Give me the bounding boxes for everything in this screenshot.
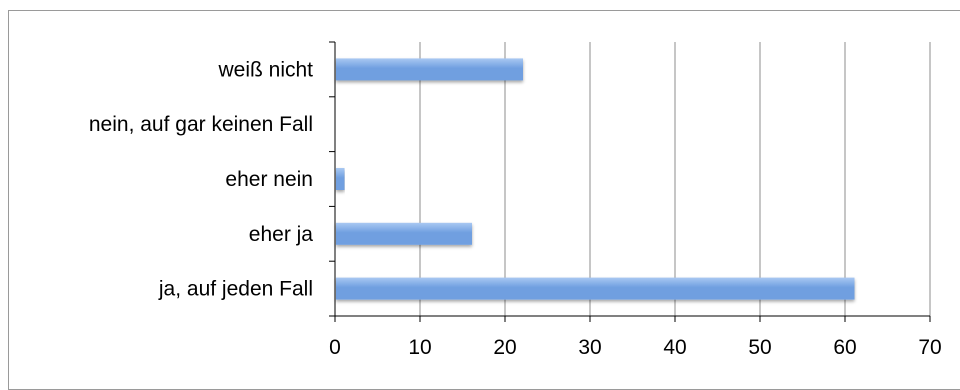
y-category-label: eher nein <box>225 168 313 191</box>
x-tick-label: 40 <box>663 336 686 359</box>
x-tick-label: 20 <box>493 336 516 359</box>
bars <box>336 58 855 300</box>
x-tick-label: 70 <box>918 336 941 359</box>
labels: 0 10 20 30 40 50 60 70 weiß nicht nein, auf gar k… <box>89 58 942 359</box>
bar-2 <box>336 168 345 190</box>
y-category-label: weiß nicht <box>217 58 313 81</box>
x-tick-label: 30 <box>578 336 601 359</box>
axes <box>329 41 931 322</box>
grid-lines <box>419 42 931 316</box>
x-tick-label: 0 <box>329 336 341 359</box>
y-category-label: nein, auf gar keinen Fall <box>89 113 313 136</box>
bar-chart: 0 10 20 30 40 50 60 70 weiß nicht nein, auf gar k… <box>89 41 942 359</box>
bar-0 <box>336 58 523 81</box>
bar-4 <box>336 277 855 300</box>
x-tick-label: 50 <box>748 336 771 359</box>
x-tick-label: 60 <box>833 336 856 359</box>
bar-3 <box>336 222 472 245</box>
x-tick-label: 10 <box>408 336 431 359</box>
y-category-label: eher ja <box>249 223 314 246</box>
y-category-label: ja, auf jeden Fall <box>158 278 313 301</box>
